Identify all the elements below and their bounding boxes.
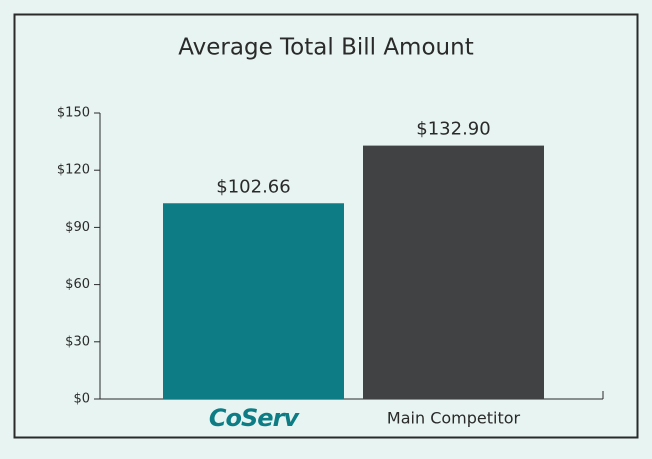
y-tick-label: $90 <box>65 220 90 235</box>
value-label: $132.90 <box>416 119 490 140</box>
frame <box>13 13 639 439</box>
x-tick-label: Main Competitor <box>387 409 521 428</box>
y-tick-label: $0 <box>73 392 90 407</box>
y-tick-label: $60 <box>65 277 90 292</box>
y-tick-label: $30 <box>65 334 90 349</box>
bar <box>363 145 544 399</box>
y-tick-label: $150 <box>57 106 90 121</box>
bar <box>163 203 344 399</box>
x-tick-label: CoServ <box>209 404 301 432</box>
y-tick-label: $120 <box>57 163 90 178</box>
value-label: $102.66 <box>216 176 290 197</box>
chart-title: Average Total Bill Amount <box>178 35 473 61</box>
